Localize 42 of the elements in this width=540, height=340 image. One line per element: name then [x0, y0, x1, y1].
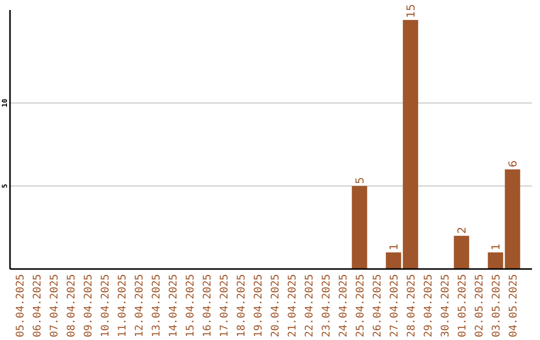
x-tick-label: 26.04.2025 [372, 274, 384, 338]
x-tick-label: 20.04.2025 [270, 274, 282, 338]
x-tick-label: 02.05.2025 [474, 274, 486, 338]
x-tick-label: 03.05.2025 [490, 274, 502, 338]
data-label: 1 [490, 243, 502, 250]
x-tick-label: 04.05.2025 [508, 274, 520, 338]
x-tick-label: 08.04.2025 [66, 274, 78, 338]
x-tick-label: 05.04.2025 [14, 274, 26, 338]
data-label: 1 [388, 243, 400, 250]
bar [386, 252, 402, 269]
x-tick-label: 19.04.2025 [252, 274, 264, 338]
x-tick-label: 24.04.2025 [338, 274, 350, 338]
x-tick-label: 25.04.2025 [354, 274, 366, 338]
x-tick-label: 14.04.2025 [168, 274, 180, 338]
x-tick-label: 12.04.2025 [134, 274, 146, 338]
data-label: 15 [404, 4, 418, 18]
bar [454, 236, 470, 269]
x-tick-label: 28.04.2025 [406, 274, 418, 338]
x-tick-label: 23.04.2025 [320, 274, 332, 338]
x-tick-label: 09.04.2025 [82, 274, 94, 338]
bar [402, 20, 418, 269]
x-tick-label: 01.05.2025 [456, 274, 468, 338]
x-tick-label: 18.04.2025 [236, 274, 248, 338]
x-tick-label: 07.04.2025 [48, 274, 60, 338]
bar [504, 169, 520, 269]
x-tick-label: 30.04.2025 [440, 274, 452, 338]
x-tick-label: 21.04.2025 [286, 274, 298, 338]
x-tick-label: 16.04.2025 [202, 274, 214, 338]
x-tick-label: 15.04.2025 [184, 274, 196, 338]
x-tick-label: 27.04.2025 [388, 274, 400, 338]
x-tick-label: 11.04.2025 [116, 274, 128, 338]
x-tick-label: 10.04.2025 [100, 274, 112, 338]
x-tick-label: 06.04.2025 [32, 274, 44, 338]
data-label: 5 [354, 176, 366, 184]
x-tick-label: 17.04.2025 [218, 274, 230, 338]
x-tick-label: 13.04.2025 [150, 274, 162, 338]
bar [488, 252, 504, 269]
x-tick-label: 29.04.2025 [422, 274, 434, 338]
x-tick-label: 22.04.2025 [304, 274, 316, 338]
data-label: 6 [506, 160, 520, 168]
data-label: 2 [456, 226, 468, 234]
bar [352, 186, 368, 269]
